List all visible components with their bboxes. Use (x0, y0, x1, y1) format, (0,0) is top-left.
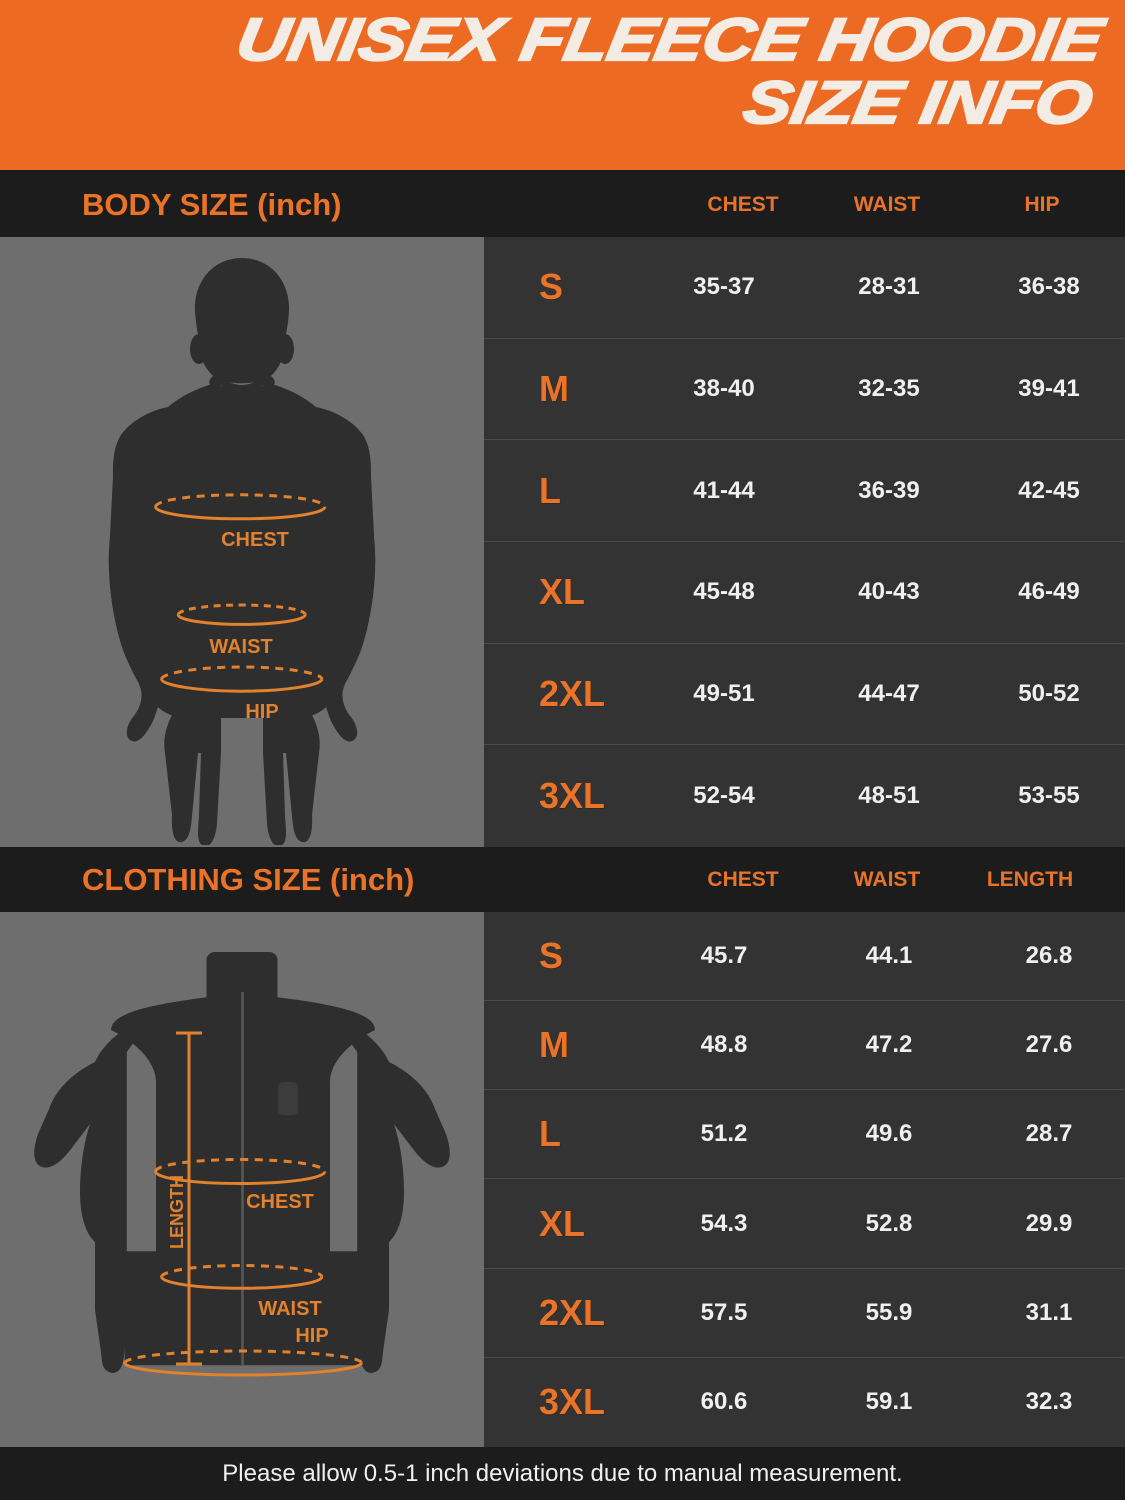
svg-text:CHEST: CHEST (221, 529, 289, 551)
svg-text:HIP: HIP (295, 1325, 328, 1347)
svg-text:WAIST: WAIST (258, 1298, 321, 1320)
svg-text:WAIST: WAIST (209, 636, 272, 658)
svg-text:CHEST: CHEST (246, 1191, 314, 1213)
svg-text:HIP: HIP (245, 701, 278, 723)
svg-text:LENGTH: LENGTH (167, 1175, 187, 1249)
